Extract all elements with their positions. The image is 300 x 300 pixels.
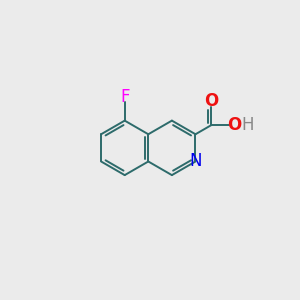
Text: H: H — [241, 116, 254, 134]
Text: O: O — [204, 92, 218, 110]
Text: F: F — [120, 88, 130, 106]
Text: O: O — [227, 116, 242, 134]
Text: N: N — [189, 152, 202, 170]
